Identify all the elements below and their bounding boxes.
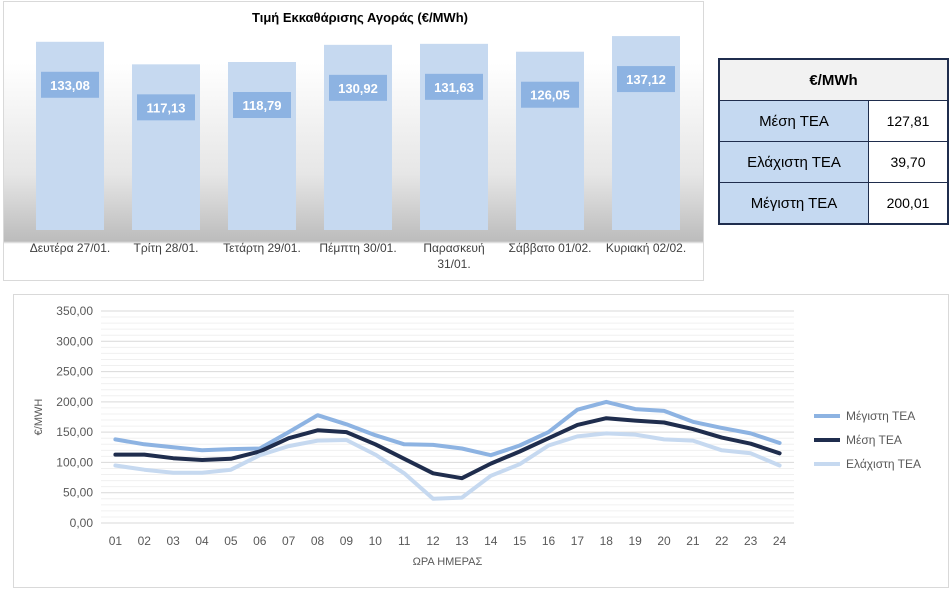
x-tick-label: 19 bbox=[629, 534, 643, 548]
bar bbox=[516, 51, 584, 231]
bar bbox=[36, 41, 104, 230]
table-row-value: 127,81 bbox=[868, 100, 949, 142]
bar-chart: Τιμή Εκκαθάρισης Αγοράς (€/MWh) 133,08 Δευ… bbox=[30, 6, 686, 271]
x-tick-label: 21 bbox=[686, 534, 700, 548]
series-line bbox=[113, 431, 782, 501]
data-label: 137,12 bbox=[626, 72, 666, 87]
data-label: 117,13 bbox=[146, 100, 185, 115]
series-line bbox=[113, 416, 782, 481]
x-tick-label: Δευτέρα 27/01. bbox=[30, 241, 110, 255]
y-tick-label: 50,00 bbox=[63, 486, 93, 500]
y-tick-label: 100,00 bbox=[56, 455, 93, 469]
x-tick-label: 20 bbox=[657, 534, 671, 548]
x-tick-label: Σάββατο 01/02. bbox=[508, 241, 591, 255]
data-label: 131,63 bbox=[434, 80, 474, 95]
chart-title-box bbox=[224, 6, 497, 28]
legend-label: Μέγιστη ΤΕΑ bbox=[846, 409, 915, 423]
x-tick-label: 05 bbox=[224, 534, 238, 548]
x-tick-label: 23 bbox=[744, 534, 758, 548]
x-tick-label: 13 bbox=[455, 534, 469, 548]
x-tick-label: 09 bbox=[340, 534, 354, 548]
bar-chart-panel: Τιμή Εκκαθάρισης Αγοράς (€/MWh) 133,08 Δευ… bbox=[3, 1, 704, 281]
y-tick-label: 200,00 bbox=[56, 395, 93, 409]
data-label: 133,08 bbox=[50, 78, 90, 93]
legend-label: Μέση ΤΕΑ bbox=[846, 433, 902, 447]
table-row-value: 39,70 bbox=[868, 141, 949, 183]
data-label-box bbox=[233, 91, 291, 118]
data-label-box bbox=[521, 81, 579, 108]
x-tick-label: Πέμπτη 30/01. bbox=[319, 241, 396, 255]
x-tick-label: 24 bbox=[773, 534, 787, 548]
price-summary-table: €/MWh Μέση ΤΕΑ 127,81 Ελάχιστη ΤΕΑ 39,70… bbox=[718, 58, 949, 225]
chart-title: Τιμή Εκκαθάρισης Αγοράς (€/MWh) bbox=[252, 10, 468, 25]
x-tick-label: Τρίτη 28/01. bbox=[134, 241, 199, 255]
table-header-row: €/MWh bbox=[718, 58, 949, 101]
y-axis-title: €/MWH bbox=[33, 399, 45, 436]
data-label: 118,79 bbox=[242, 98, 281, 113]
line-chart: 0,00 50,00 100,00 150,00 200,00 250,00 300,00 3… bbox=[33, 304, 921, 568]
table-row: Ελάχιστη ΤΕΑ 39,70 bbox=[718, 141, 949, 183]
x-tick-label: 01 bbox=[109, 534, 123, 548]
bar bbox=[612, 36, 680, 230]
x-tick-label: 31/01. bbox=[437, 257, 470, 271]
data-label-box bbox=[425, 73, 483, 100]
data-label-box bbox=[617, 66, 675, 93]
line-chart-panel: 0,00 50,00 100,00 150,00 200,00 250,00 300,00 3… bbox=[13, 294, 949, 588]
x-tick-label: 15 bbox=[513, 534, 527, 548]
table-row-label: Μέση ΤΕΑ bbox=[718, 100, 869, 142]
table-row: Μέση ΤΕΑ 127,81 bbox=[718, 100, 949, 142]
x-tick-label: 12 bbox=[426, 534, 440, 548]
table-row-label: Ελάχιστη ΤΕΑ bbox=[718, 141, 869, 183]
x-tick-label: 11 bbox=[398, 534, 411, 548]
x-axis-title: ΩΡΑ ΗΜΕΡΑΣ bbox=[413, 556, 483, 568]
series-line bbox=[113, 399, 782, 458]
x-tick-label: Τετάρτη 29/01. bbox=[223, 241, 301, 255]
y-tick-label: 300,00 bbox=[56, 334, 93, 348]
x-tick-label: 06 bbox=[253, 534, 267, 548]
bar bbox=[228, 61, 296, 230]
x-tick-label: 08 bbox=[311, 534, 325, 548]
data-label-box bbox=[41, 71, 99, 98]
y-tick-label: 150,00 bbox=[56, 425, 93, 439]
data-label: 130,92 bbox=[338, 81, 378, 96]
y-tick-label: 250,00 bbox=[56, 365, 93, 379]
legend-label: Ελάχιστη ΤΕΑ bbox=[846, 457, 921, 471]
bar bbox=[132, 64, 200, 230]
x-tick-label: 04 bbox=[195, 534, 209, 548]
x-tick-label: 17 bbox=[571, 534, 585, 548]
table-row: Μέγιστη ΤΕΑ 200,01 bbox=[718, 182, 949, 225]
x-tick-label: 10 bbox=[369, 534, 383, 548]
x-tick-label: Κυριακή 02/02. bbox=[606, 241, 686, 255]
data-label: 126,05 bbox=[530, 88, 570, 103]
y-tick-label: 0,00 bbox=[70, 516, 94, 530]
x-tick-label: 02 bbox=[138, 534, 152, 548]
x-tick-label: 16 bbox=[542, 534, 556, 548]
table-header: €/MWh bbox=[718, 58, 949, 101]
data-label-box bbox=[329, 74, 387, 101]
bar bbox=[420, 43, 488, 230]
x-tick-label: 22 bbox=[715, 534, 729, 548]
table-row-value: 200,01 bbox=[868, 182, 949, 225]
x-tick-label: 14 bbox=[484, 534, 498, 548]
data-label-box bbox=[137, 94, 195, 121]
x-tick-label: 03 bbox=[167, 534, 181, 548]
x-tick-label: Παρασκευή bbox=[423, 241, 484, 255]
bar bbox=[324, 44, 392, 231]
y-tick-label: 350,00 bbox=[56, 304, 93, 318]
x-tick-label: 18 bbox=[600, 534, 614, 548]
x-tick-label: 07 bbox=[282, 534, 296, 548]
table-row-label: Μέγιστη ΤΕΑ bbox=[718, 182, 869, 225]
